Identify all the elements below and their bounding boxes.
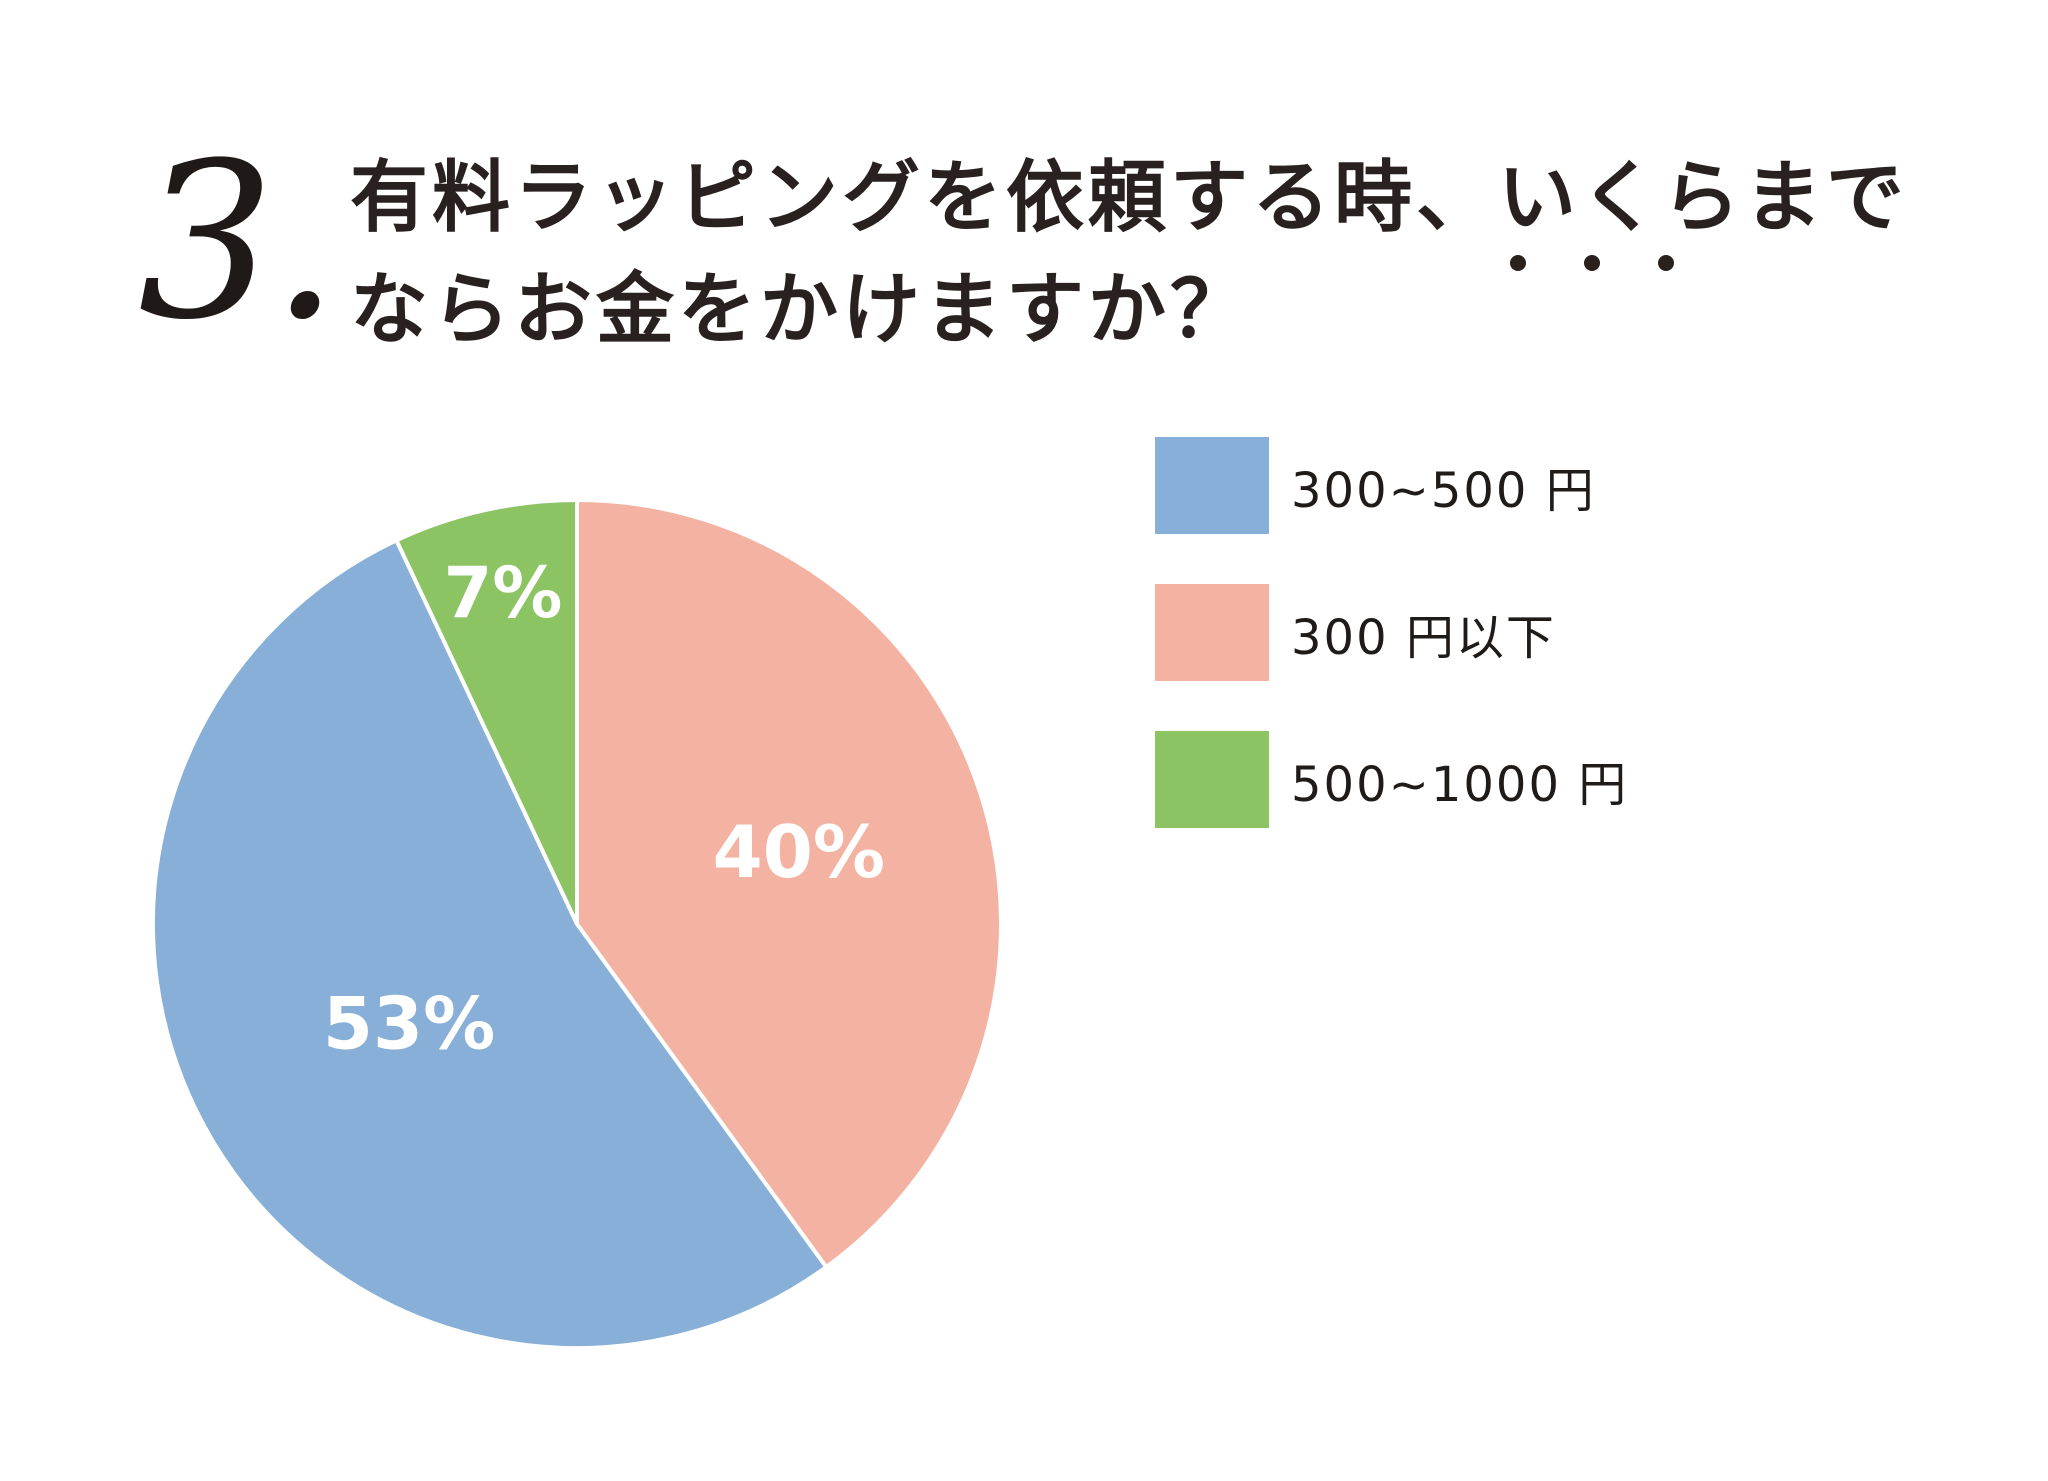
pie-slice-40% [575,498,1003,1270]
question-number: 3. [138,116,339,367]
pie-percent-label-53%: 53% [323,981,495,1065]
pie-chart-container: 40% 53% 7% [149,496,1005,1352]
emphasis-dots [1510,255,1732,271]
legend-swatch-pink [1155,584,1269,681]
emphasis-dot-icon [1658,255,1674,271]
legend-item-under-300: 300 円以下 [1155,584,1628,681]
legend-swatch-green [1155,731,1269,828]
title-line-2: ならお金をかけますか？ [350,265,1253,355]
legend-item-300-500: 300~500 円 [1155,437,1628,534]
pie-slice-7% [394,498,579,926]
legend-label: 500~1000 円 [1291,756,1629,813]
title-line1-post: まで [1744,153,1909,243]
title-emphasis-text: いくら [1498,153,1745,243]
pie-percent-label-7%: 7% [444,552,563,634]
legend-item-500-1000: 500~1000 円 [1155,731,1628,828]
title-line-1: 有料ラッピングを依頼する時、いくらまで [350,142,2000,254]
pie-percent-label-40%: 40% [713,810,885,894]
pie-chart: 40% 53% 7% [151,498,1003,1350]
chart-legend: 300~500 円 300 円以下 500~1000 円 [1155,437,1628,878]
legend-label: 300~500 円 [1291,462,1596,519]
legend-swatch-blue [1155,437,1269,534]
page-title: 有料ラッピングを依頼する時、いくらまで ならお金をかけますか？ [350,142,2000,366]
emphasis-dot-icon [1584,255,1600,271]
title-line1-pre: 有料ラッピングを依頼する時、 [350,153,1499,243]
legend-label: 300 円以下 [1291,609,1556,666]
emphasis-dot-icon [1510,255,1526,271]
pie-slice-53% [151,538,829,1350]
